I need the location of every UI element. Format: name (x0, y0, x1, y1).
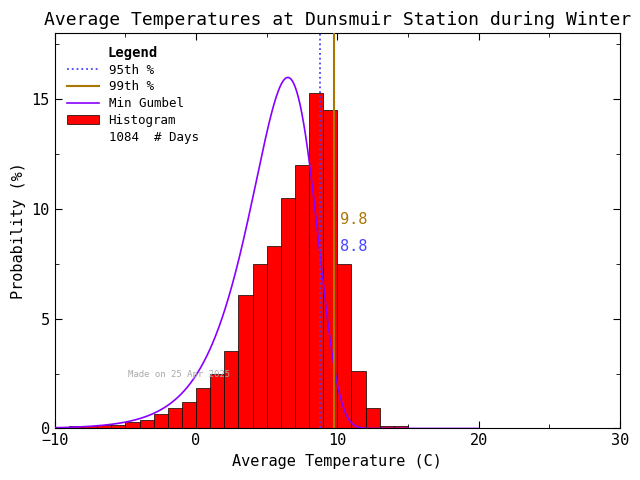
Bar (111, 424, 125, 429)
Bar (196, 388, 210, 429)
Bar (394, 427, 408, 429)
Bar (210, 373, 224, 429)
Y-axis label: Probability (%): Probability (%) (11, 163, 26, 300)
Text: 9.8: 9.8 (340, 213, 367, 228)
Bar (97, 424, 111, 429)
Bar (253, 264, 267, 429)
Bar (182, 402, 196, 429)
Title: Average Temperatures at Dunsmuir Station during Winter: Average Temperatures at Dunsmuir Station… (44, 11, 631, 29)
Legend: 95th %, 99th %, Min Gumbel, Histogram, 1084  # Days: 95th %, 99th %, Min Gumbel, Histogram, 1… (61, 40, 205, 150)
Bar (351, 372, 365, 429)
Bar (224, 351, 238, 429)
Bar (69, 427, 83, 429)
Bar (267, 246, 281, 429)
Bar (365, 408, 380, 429)
Bar (337, 264, 351, 429)
Text: Made on 25 Apr 2025: Made on 25 Apr 2025 (128, 370, 230, 379)
Bar (309, 93, 323, 429)
Bar (380, 427, 394, 429)
Bar (125, 422, 140, 429)
Bar (238, 295, 253, 429)
Bar (140, 420, 154, 429)
Bar (168, 408, 182, 429)
X-axis label: Average Temperature (C): Average Temperature (C) (232, 454, 442, 469)
Bar (295, 165, 309, 429)
Bar (154, 414, 168, 429)
Bar (83, 427, 97, 429)
Bar (281, 198, 295, 429)
Bar (323, 110, 337, 429)
Text: 8.8: 8.8 (340, 239, 367, 254)
